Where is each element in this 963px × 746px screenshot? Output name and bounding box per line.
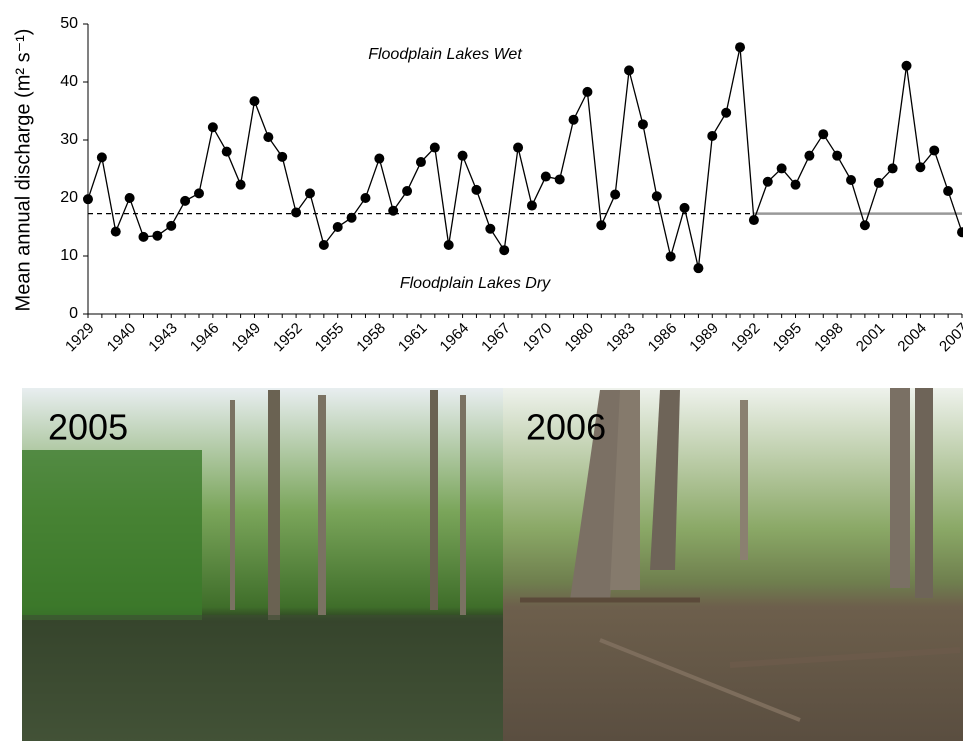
data-point: [249, 96, 259, 106]
x-tick-label: 1983: [603, 320, 639, 356]
data-point: [291, 208, 301, 218]
x-tick-label: 1989: [686, 320, 722, 356]
x-tick-label: 2001: [853, 320, 889, 356]
data-point: [735, 42, 745, 52]
data-point: [721, 108, 731, 118]
data-point: [360, 193, 370, 203]
data-point: [416, 157, 426, 167]
annotation: Floodplain Lakes Dry: [400, 275, 551, 292]
data-point: [305, 188, 315, 198]
data-point: [610, 190, 620, 200]
annotation: Floodplain Lakes Wet: [368, 46, 522, 63]
data-point: [458, 151, 468, 161]
data-point: [152, 231, 162, 241]
y-tick-label: 20: [60, 189, 78, 206]
data-point: [180, 196, 190, 206]
data-point: [929, 145, 939, 155]
data-point: [97, 152, 107, 162]
y-axis-label: Mean annual discharge (m² s⁻¹): [12, 29, 34, 312]
data-point: [166, 221, 176, 231]
data-point: [527, 201, 537, 211]
data-point: [402, 186, 412, 196]
data-point: [222, 147, 232, 157]
data-point: [471, 185, 481, 195]
data-point: [957, 227, 963, 237]
data-point: [943, 186, 953, 196]
data-point: [347, 213, 357, 223]
data-point: [624, 65, 634, 75]
data-point: [777, 163, 787, 173]
x-tick-label: 1958: [353, 320, 389, 356]
data-point: [263, 132, 273, 142]
data-point: [693, 263, 703, 273]
x-tick-label: 1980: [561, 320, 597, 356]
data-point: [749, 215, 759, 225]
data-point: [138, 232, 148, 242]
data-point: [763, 177, 773, 187]
data-point: [208, 122, 218, 132]
x-tick-label: 1955: [312, 320, 348, 356]
data-point: [125, 193, 135, 203]
x-tick-label: 1946: [187, 320, 223, 356]
data-point: [915, 162, 925, 172]
data-point: [333, 222, 343, 232]
data-point: [888, 163, 898, 173]
x-tick-label: 1943: [145, 320, 181, 356]
figure: 2005 2006 Floodplain Lakes Wet Floodplai…: [0, 0, 963, 741]
x-tick-label: 1986: [645, 320, 681, 356]
data-point: [319, 240, 329, 250]
x-tick-label: 2004: [894, 320, 930, 356]
photo-label: 2006: [526, 407, 606, 448]
x-tick-label: 1952: [270, 320, 306, 356]
y-tick-label: 30: [60, 131, 78, 148]
data-point: [236, 180, 246, 190]
x-tick-label: 1995: [770, 320, 806, 356]
data-point: [513, 143, 523, 153]
y-tick-label: 40: [60, 73, 78, 90]
data-point: [707, 131, 717, 141]
photo-label: 2005: [48, 407, 128, 448]
data-point: [666, 252, 676, 262]
x-tick-label: 1949: [228, 320, 264, 356]
x-tick-label: 1967: [478, 320, 514, 356]
data-point: [194, 188, 204, 198]
data-point: [791, 180, 801, 190]
data-point: [846, 175, 856, 185]
data-point: [277, 152, 287, 162]
data-point: [430, 143, 440, 153]
data-point: [374, 154, 384, 164]
data-line: [88, 47, 962, 268]
data-point: [874, 178, 884, 188]
data-point: [596, 220, 606, 230]
data-point: [680, 203, 690, 213]
data-point: [860, 220, 870, 230]
x-tick-label: 1992: [728, 320, 764, 356]
y-tick-label: 0: [69, 305, 78, 322]
data-point: [818, 129, 828, 139]
data-point: [83, 194, 93, 204]
x-tick-label: 1998: [811, 320, 847, 356]
data-point: [444, 240, 454, 250]
data-point: [638, 119, 648, 129]
x-tick-label: 2007: [936, 320, 963, 356]
data-point: [652, 191, 662, 201]
x-tick-label: 1970: [520, 320, 556, 356]
x-tick-label: 1929: [62, 320, 98, 356]
x-tick-label: 1940: [104, 320, 140, 356]
data-point: [555, 174, 565, 184]
y-tick-label: 50: [60, 15, 78, 32]
data-point: [485, 224, 495, 234]
data-point: [541, 172, 551, 182]
data-point: [804, 151, 814, 161]
y-tick-label: 10: [60, 247, 78, 264]
data-point: [832, 151, 842, 161]
data-point: [569, 115, 579, 125]
data-point: [499, 245, 509, 255]
data-point: [388, 206, 398, 216]
x-tick-label: 1961: [395, 320, 431, 356]
data-point: [111, 227, 121, 237]
x-tick-label: 1964: [437, 320, 473, 356]
data-point: [582, 87, 592, 97]
data-point: [902, 61, 912, 71]
